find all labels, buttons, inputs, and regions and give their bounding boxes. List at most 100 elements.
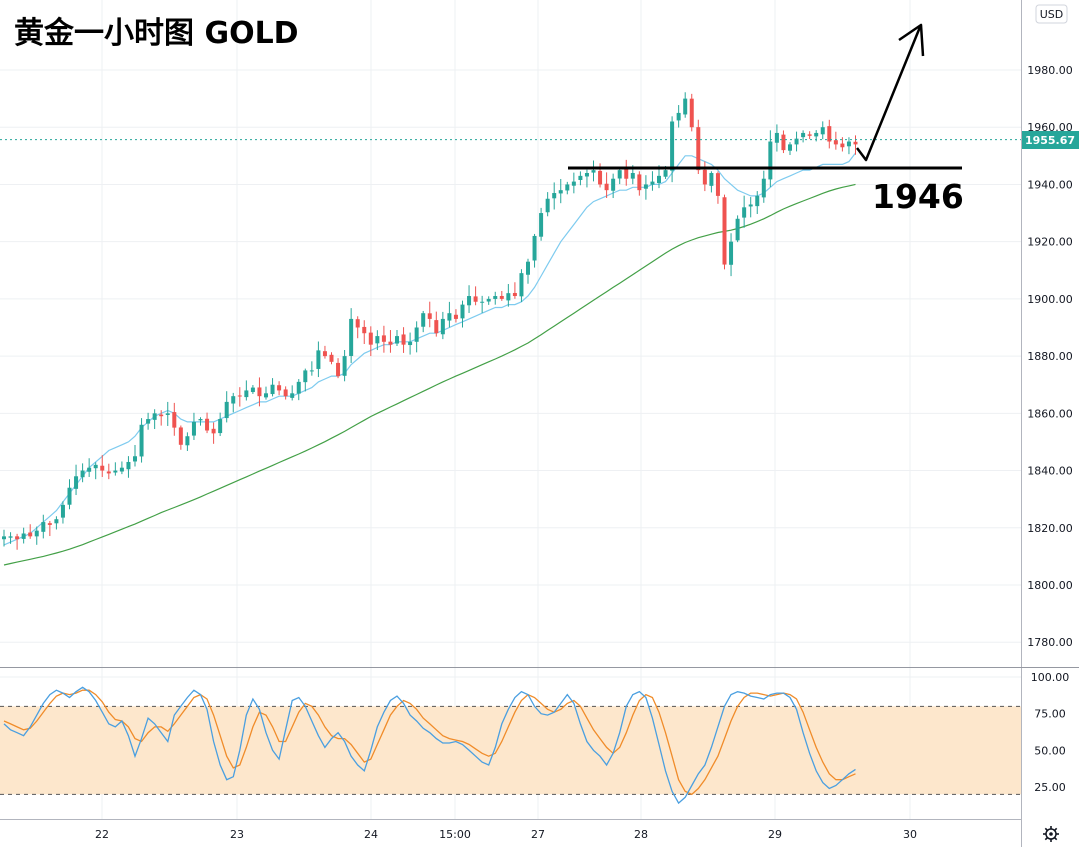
candle-body: [178, 427, 183, 445]
candle-body: [421, 313, 426, 327]
candle: [152, 409, 157, 430]
candle: [329, 352, 334, 365]
candle: [768, 130, 773, 188]
candle-body: [814, 132, 819, 137]
time-axis[interactable]: 22 23 24 15:00 27 28 29 30: [95, 828, 917, 841]
candle-body: [630, 173, 635, 179]
candle: [617, 167, 622, 185]
candle-body: [453, 314, 458, 319]
candle-body: [159, 414, 164, 417]
candle: [702, 161, 707, 192]
candle-body: [277, 385, 282, 391]
candle: [408, 332, 413, 355]
candle-body: [735, 218, 740, 241]
candle: [650, 171, 655, 191]
candle-body: [54, 519, 59, 524]
oscillator-axis[interactable]: 25.00 50.00 75.00 100.00: [1031, 671, 1070, 794]
candle: [237, 387, 242, 407]
candle: [277, 381, 282, 396]
candle-body: [8, 536, 13, 538]
candle-body: [336, 362, 341, 377]
candle: [218, 412, 223, 437]
candle: [683, 92, 688, 118]
candle-body: [218, 419, 223, 434]
support-level-label: 1946: [872, 177, 964, 216]
candle-body: [126, 461, 131, 470]
projection-arrow: [856, 26, 922, 162]
candle-body: [499, 295, 504, 299]
candle: [172, 402, 177, 436]
candle-body: [840, 143, 845, 148]
candle: [28, 524, 33, 539]
candle-body: [696, 127, 701, 171]
candle: [362, 320, 367, 345]
candle: [853, 135, 858, 155]
stochastic-d-line: [3, 689, 856, 796]
candle-body: [558, 190, 563, 194]
price-tick-label: 1780.00: [1027, 636, 1073, 649]
candle-body: [512, 292, 517, 297]
candle-body: [257, 387, 262, 397]
candle-body: [833, 140, 838, 145]
candle: [729, 233, 734, 277]
candle-body: [506, 293, 511, 301]
candle-body: [650, 181, 655, 185]
candle: [689, 93, 694, 132]
candle: [480, 295, 485, 313]
candle: [290, 385, 295, 401]
candle: [637, 171, 642, 196]
candle-body: [355, 319, 360, 328]
candle-body: [205, 418, 210, 431]
candle: [159, 410, 164, 426]
candle-body: [604, 183, 609, 191]
candle: [388, 330, 393, 353]
candle-body: [663, 170, 668, 177]
gear-icon[interactable]: [1043, 826, 1059, 842]
candle-body: [467, 296, 472, 306]
candle-body: [395, 336, 399, 344]
candle: [67, 479, 72, 510]
candle-body: [571, 181, 576, 186]
candle-body: [493, 296, 498, 299]
candle-body: [722, 197, 727, 265]
price-tick-label: 1860.00: [1027, 407, 1073, 420]
candle: [526, 258, 530, 284]
currency-button[interactable]: USD: [1035, 4, 1068, 24]
last-price-value: 1955.67: [1025, 134, 1075, 147]
price-axis[interactable]: 1780.00 1800.00 1820.00 1840.00 1860.00 1880.…: [1027, 64, 1073, 649]
candle: [552, 182, 557, 210]
price-tick-label: 1880.00: [1027, 350, 1073, 363]
candle: [296, 379, 301, 401]
candle-body: [460, 304, 465, 319]
candle-body: [427, 313, 432, 319]
candle: [375, 330, 380, 351]
candle-body: [584, 173, 589, 177]
candle: [774, 124, 779, 152]
candle-body: [74, 476, 79, 489]
candle: [578, 171, 583, 186]
candle: [434, 311, 439, 337]
candle: [748, 197, 753, 218]
candle-body: [552, 193, 557, 199]
candle: [264, 386, 268, 400]
candle: [270, 378, 275, 397]
candle-body: [244, 390, 249, 398]
candle-body: [545, 198, 550, 213]
candle-body: [761, 178, 766, 198]
candle: [224, 391, 229, 423]
oscillator-tick-label: 75.00: [1034, 708, 1066, 721]
time-tick-label: 29: [768, 828, 782, 841]
candle-body: [715, 173, 720, 196]
candle: [571, 172, 576, 194]
candle-body: [702, 169, 707, 185]
candle-body: [368, 332, 373, 345]
candle: [584, 169, 589, 188]
candle: [191, 412, 196, 440]
candle-body: [486, 298, 491, 302]
candle-body: [820, 127, 825, 135]
candle: [139, 418, 144, 463]
last-price-badge: 1955.67: [1022, 131, 1079, 149]
candle-body: [480, 301, 485, 303]
price-tick-label: 1920.00: [1027, 236, 1073, 249]
